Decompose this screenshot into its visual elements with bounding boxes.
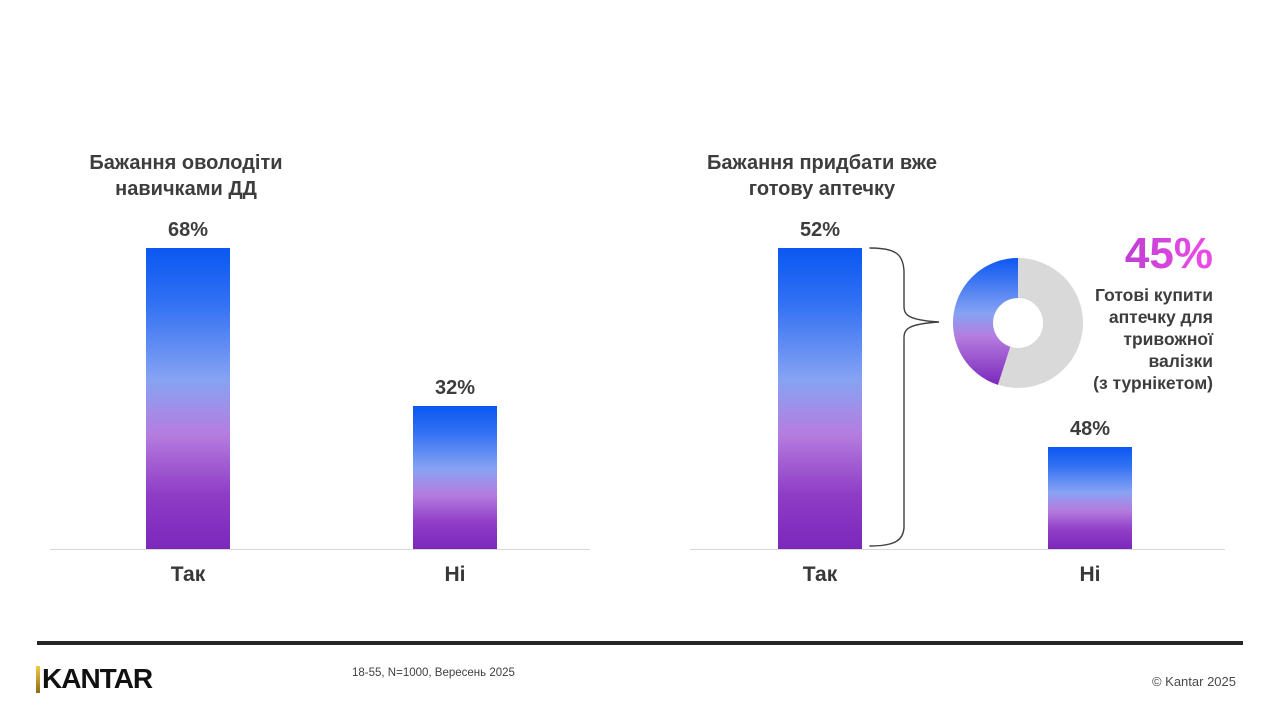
left-bar-yes [146,248,230,549]
brace-connector [869,247,940,547]
right-bar-no-value: 48% [1069,418,1111,440]
right-axis-line [690,549,1225,550]
footer-divider [37,641,1243,645]
kantar-logo-gold-bar-icon [36,666,40,693]
right-bar-yes-value: 52% [799,219,841,241]
left-category-yes: Так [170,563,206,586]
right-category-yes: Так [802,563,838,586]
kantar-logo-text: KANTAR [42,663,153,694]
kantar-logo: KANTAR [36,663,153,695]
left-bar-no-value: 32% [434,377,476,399]
right-category-no: Ні [1079,563,1101,586]
donut-chart [953,258,1083,388]
left-bar-yes-value: 68% [167,219,209,241]
right-bar-yes [778,248,862,549]
left-category-no: Ні [444,563,466,586]
donut-caption: Готові купити аптечку для тривожної валі… [1093,285,1213,393]
left-bar-no [413,406,497,549]
right-chart-title: Бажання придбати вже готову аптечку [707,152,937,200]
left-axis-line [50,549,590,550]
right-bar-no [1048,447,1132,549]
left-chart-title: Бажання оволодіти навичками ДД [89,152,283,200]
donut-45-percent-segment [953,258,1018,385]
donut-headline: 45% [1013,230,1213,278]
sample-note: 18-55, N=1000, Вересень 2025 [352,667,515,679]
copyright-note: © Kantar 2025 [1151,674,1236,689]
